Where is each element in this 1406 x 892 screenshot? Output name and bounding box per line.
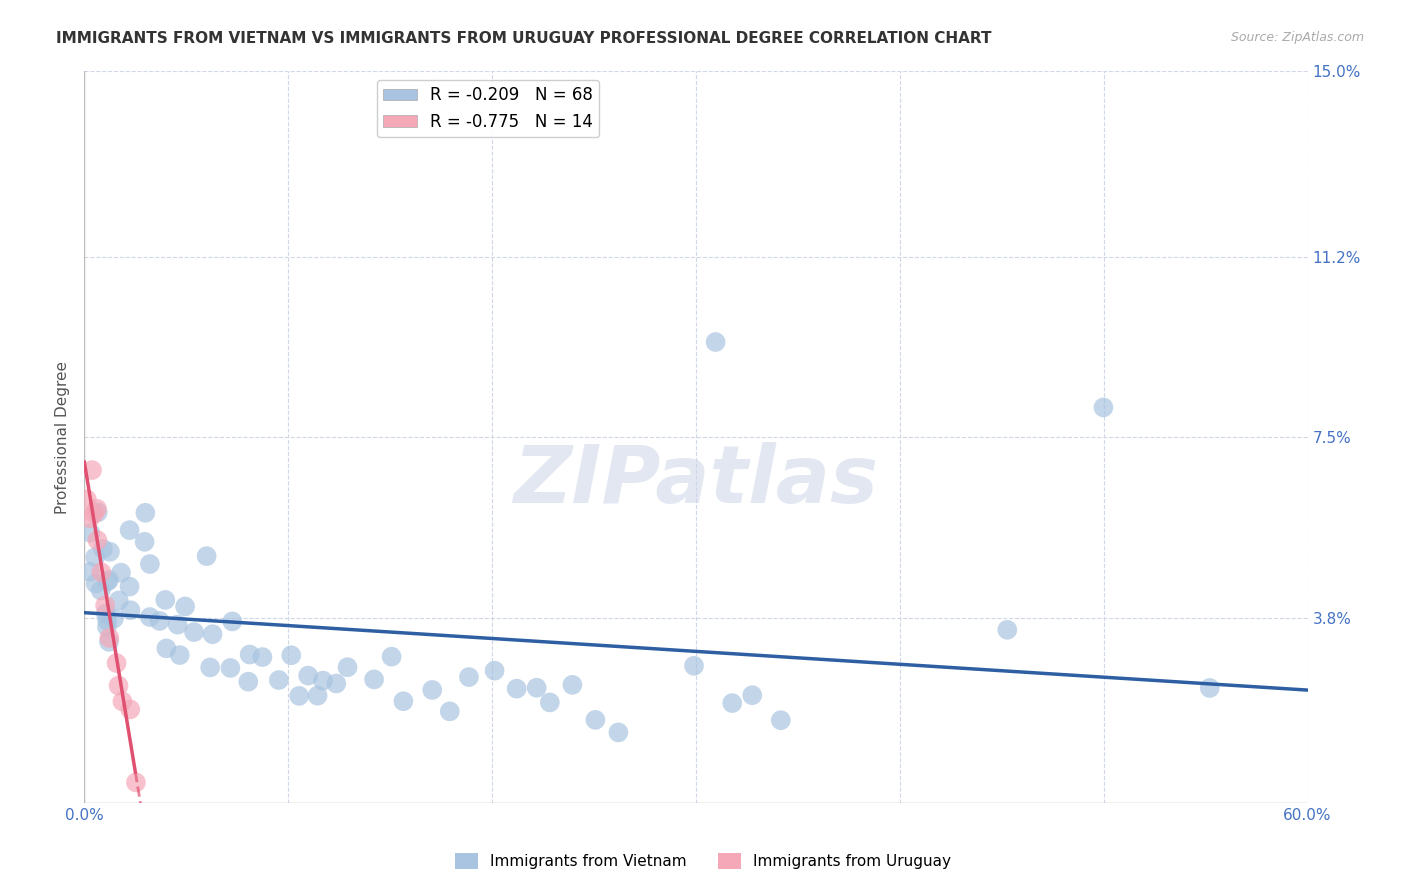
Point [267, 673, 290, 687]
Point [90, 566, 112, 580]
Point [86, 501, 108, 516]
Point [107, 593, 129, 607]
Point [392, 694, 415, 708]
Point [120, 603, 142, 617]
Point [139, 557, 162, 571]
Point [221, 615, 243, 629]
Point [174, 599, 197, 614]
Point [538, 695, 561, 709]
Point [195, 549, 218, 563]
Point [239, 648, 262, 662]
Point [155, 593, 177, 607]
Point [297, 668, 319, 682]
Point [219, 661, 242, 675]
Point [96, 614, 118, 628]
Point [103, 611, 125, 625]
Point [79, 511, 101, 525]
Point [583, 713, 606, 727]
Point [80, 463, 103, 477]
Point [76, 492, 98, 507]
Point [98, 573, 121, 587]
Point [458, 670, 481, 684]
Point [307, 689, 329, 703]
Point [198, 660, 221, 674]
Point [79, 565, 101, 579]
Point [238, 674, 260, 689]
Point [96, 620, 118, 634]
Point [97, 635, 120, 649]
Point [96, 574, 118, 589]
Point [139, 610, 162, 624]
Point [1092, 401, 1115, 415]
Point [505, 681, 527, 696]
Point [526, 681, 548, 695]
Point [169, 648, 191, 662]
Point [84, 550, 107, 565]
Point [98, 545, 121, 559]
Text: Source: ZipAtlas.com: Source: ZipAtlas.com [1230, 31, 1364, 45]
Point [201, 627, 224, 641]
Point [155, 641, 177, 656]
Point [280, 648, 302, 663]
Point [1198, 681, 1220, 695]
Point [105, 656, 128, 670]
Point [420, 682, 443, 697]
Point [769, 713, 792, 727]
Legend: R = -0.209   N = 68, R = -0.775   N = 14: R = -0.209 N = 68, R = -0.775 N = 14 [377, 79, 599, 137]
Point [134, 506, 156, 520]
Point [110, 566, 132, 580]
Point [79, 525, 101, 540]
Point [721, 696, 744, 710]
Text: ZIPatlas: ZIPatlas [513, 442, 879, 520]
Legend: Immigrants from Vietnam, Immigrants from Uruguay: Immigrants from Vietnam, Immigrants from… [449, 847, 957, 875]
Point [111, 694, 134, 708]
Point [98, 631, 121, 645]
Point [118, 580, 141, 594]
Point [91, 541, 114, 556]
Point [325, 676, 347, 690]
Point [120, 702, 142, 716]
Point [125, 775, 148, 789]
Point [94, 607, 117, 621]
Point [439, 704, 461, 718]
Point [86, 533, 108, 548]
Point [741, 688, 763, 702]
Point [312, 673, 335, 688]
Point [484, 664, 506, 678]
Point [704, 334, 727, 349]
Point [90, 583, 112, 598]
Y-axis label: Professional Degree: Professional Degree [55, 360, 70, 514]
Point [118, 523, 141, 537]
Point [995, 623, 1018, 637]
Point [380, 649, 402, 664]
Point [107, 679, 129, 693]
Point [149, 614, 172, 628]
Text: IMMIGRANTS FROM VIETNAM VS IMMIGRANTS FROM URUGUAY PROFESSIONAL DEGREE CORRELATI: IMMIGRANTS FROM VIETNAM VS IMMIGRANTS FR… [56, 31, 991, 46]
Point [94, 599, 117, 613]
Point [607, 725, 630, 739]
Point [83, 507, 105, 521]
Point [561, 678, 583, 692]
Point [336, 660, 359, 674]
Point [363, 673, 385, 687]
Point [683, 658, 706, 673]
Point [166, 617, 188, 632]
Point [252, 650, 274, 665]
Point [183, 625, 205, 640]
Point [134, 534, 156, 549]
Point [86, 505, 108, 519]
Point [84, 576, 107, 591]
Point [288, 689, 311, 703]
